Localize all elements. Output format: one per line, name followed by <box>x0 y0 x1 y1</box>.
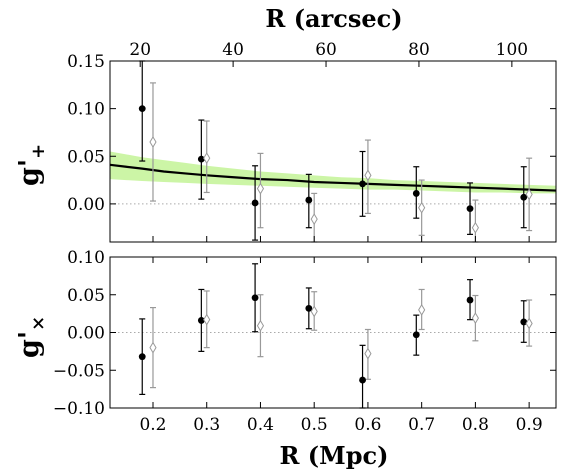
top-point-open-3 <box>310 213 318 226</box>
bottom-point-filled-3 <box>305 304 313 312</box>
bottom-ytick-label-1: 0.05 <box>67 286 105 306</box>
arcsec-tick-label-0: 20 <box>129 40 151 60</box>
top-point-filled-5 <box>412 190 420 197</box>
bottom-point-open-3 <box>310 305 318 318</box>
bottom-point-filled-5 <box>412 331 420 339</box>
arcsec-tick-label-1: 40 <box>222 40 244 60</box>
bottom-plot-frame <box>109 256 557 409</box>
top-point-open-2 <box>256 182 265 195</box>
bottom-ticks: 0.10 0.05 0.00 −0.05 −0.10 0.2 0.3 0.4 0.5 0.6 0.7… <box>53 248 556 435</box>
top-point-filled-6 <box>466 205 474 213</box>
bottom-error-bars <box>139 263 533 409</box>
bottom-ytick-label-4: −0.10 <box>53 399 105 419</box>
bottom-point-filled-4 <box>359 376 366 384</box>
model-confidence-band <box>110 151 556 194</box>
top-ticks: 0.15 0.10 0.05 0.00 20 40 60 80 100 <box>67 40 556 242</box>
top-point-filled-3 <box>305 196 313 204</box>
top-point-open-6 <box>471 221 479 234</box>
bottom-ytick-label-3: −0.05 <box>53 361 105 381</box>
bottom-xtick-label-6: 0.8 <box>462 415 489 435</box>
bottom-point-filled-6 <box>466 296 474 304</box>
x-axis-title: R (Mpc) <box>280 441 389 470</box>
top-error-bars <box>139 60 533 243</box>
top-point-filled-4 <box>359 180 366 188</box>
bottom-xtick-label-4: 0.6 <box>354 415 381 435</box>
bottom-ytick-label-2: 0.00 <box>67 324 105 344</box>
top-point-open-4 <box>364 169 372 182</box>
top-y-axis-title: g'+ <box>14 144 49 186</box>
bottom-point-open-2 <box>256 319 265 332</box>
model-curve <box>109 163 557 192</box>
top-point-filled-2 <box>251 199 259 207</box>
bottom-xtick-label-0: 0.2 <box>139 415 166 435</box>
bottom-point-open-1 <box>203 313 211 326</box>
bottom-point-open-0 <box>149 341 157 354</box>
bottom-xtick-label-1: 0.3 <box>193 415 220 435</box>
bottom-point-filled-1 <box>197 317 205 324</box>
top-point-open-5 <box>418 201 426 214</box>
bottom-point-open-6 <box>471 312 479 325</box>
bottom-point-open-4 <box>364 347 372 360</box>
model-band-fill <box>110 151 556 194</box>
top-ytick-label-3: 0.00 <box>67 195 105 215</box>
bottom-xtick-label-5: 0.7 <box>408 415 435 435</box>
top-panel: R (arcsec) 0.15 0.10 0.05 0.00 20 40 60 80 100 g… <box>14 4 557 243</box>
top-point-open-1 <box>203 152 211 165</box>
top-ytick-label-2: 0.05 <box>67 147 105 167</box>
top-ytick-label-1: 0.10 <box>67 100 105 120</box>
top-plot-frame <box>109 60 557 243</box>
bottom-point-open-7 <box>525 317 533 330</box>
bottom-data-points <box>138 294 533 384</box>
bottom-xtick-label-7: 0.9 <box>516 415 543 435</box>
bottom-ytick-label-0: 0.10 <box>67 248 105 268</box>
bottom-y-axis-title: g'× <box>14 316 49 358</box>
bottom-point-filled-7 <box>520 318 528 326</box>
top-data-points <box>138 105 533 234</box>
arcsec-tick-label-3: 80 <box>408 40 430 60</box>
bottom-point-filled-0 <box>138 353 146 361</box>
top-point-open-0 <box>149 136 157 148</box>
top-point-filled-0 <box>138 105 146 113</box>
top-point-filled-1 <box>197 155 205 163</box>
model-curve-line <box>109 163 557 192</box>
top-point-filled-7 <box>520 193 528 201</box>
top-ytick-label-0: 0.15 <box>67 52 105 72</box>
bottom-xtick-label-2: 0.4 <box>247 415 274 435</box>
top-point-open-7 <box>525 188 533 201</box>
bottom-panel: 0.10 0.05 0.00 −0.05 −0.10 0.2 0.3 0.4 0.5 0.6 0.7… <box>14 248 557 470</box>
arcsec-tick-label-2: 60 <box>315 40 337 60</box>
bottom-point-open-5 <box>418 303 426 316</box>
bottom-point-filled-2 <box>251 294 259 302</box>
bottom-xtick-label-3: 0.5 <box>301 415 328 435</box>
top-errorbar-1-6 <box>472 199 479 243</box>
top-x-axis-title: R (arcsec) <box>265 4 402 33</box>
arcsec-tick-label-4: 100 <box>496 40 528 60</box>
